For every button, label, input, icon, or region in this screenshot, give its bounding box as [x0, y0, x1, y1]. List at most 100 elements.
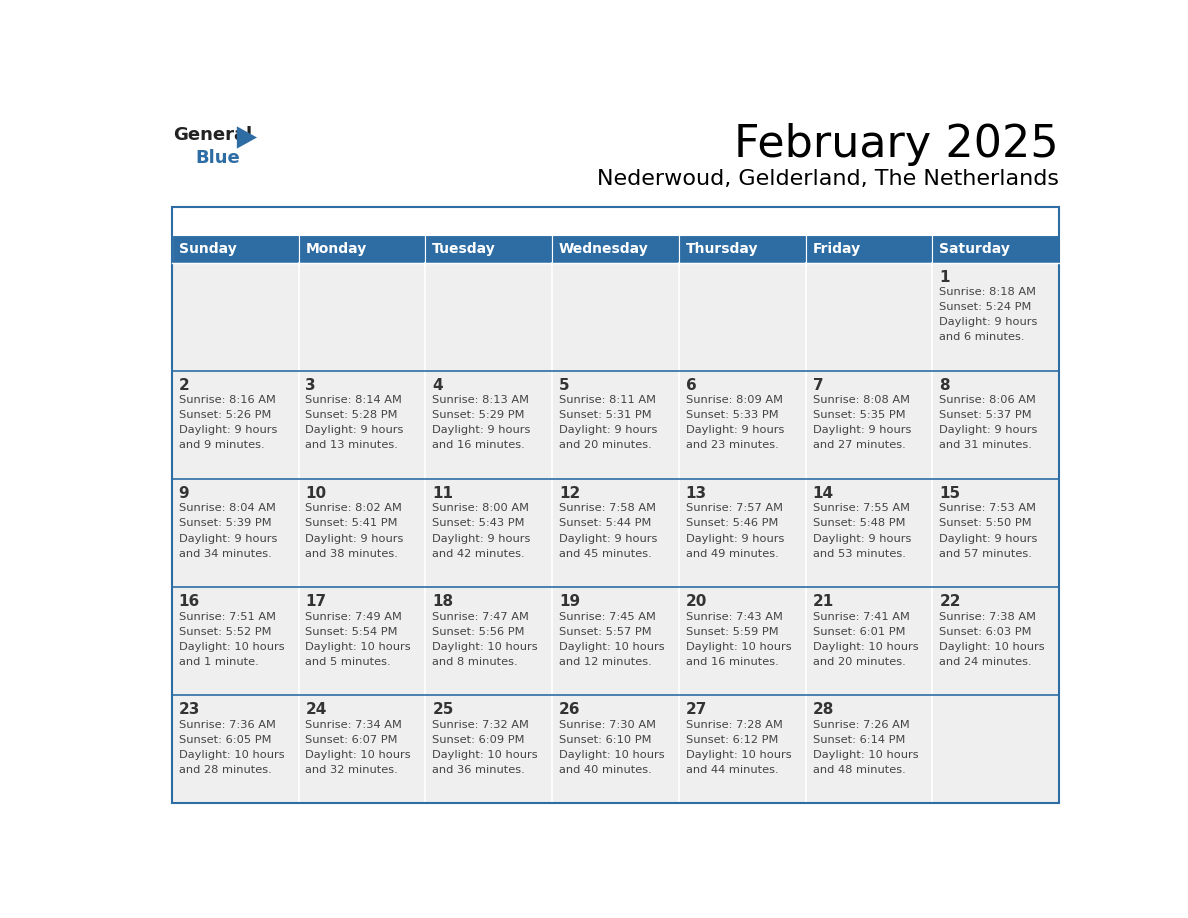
- Bar: [678, 695, 805, 803]
- Bar: [805, 587, 933, 695]
- Text: Daylight: 10 hours: Daylight: 10 hours: [432, 750, 538, 760]
- Text: and 36 minutes.: and 36 minutes.: [432, 765, 525, 775]
- Text: Sunset: 5:54 PM: Sunset: 5:54 PM: [305, 627, 398, 636]
- Text: Sunrise: 7:49 AM: Sunrise: 7:49 AM: [305, 611, 403, 621]
- Bar: [298, 235, 425, 263]
- Text: Daylight: 10 hours: Daylight: 10 hours: [432, 642, 538, 652]
- Bar: [552, 587, 678, 695]
- Text: Sunset: 5:44 PM: Sunset: 5:44 PM: [560, 519, 651, 529]
- Bar: [805, 263, 933, 371]
- Text: Sunrise: 7:38 AM: Sunrise: 7:38 AM: [940, 611, 1036, 621]
- Bar: [805, 479, 933, 587]
- Text: 10: 10: [305, 486, 327, 500]
- Bar: [933, 587, 1060, 695]
- Text: Daylight: 10 hours: Daylight: 10 hours: [305, 750, 411, 760]
- Bar: [678, 263, 805, 371]
- Text: Sunrise: 8:11 AM: Sunrise: 8:11 AM: [560, 396, 656, 406]
- Text: Sunrise: 7:53 AM: Sunrise: 7:53 AM: [940, 503, 1036, 513]
- Bar: [933, 479, 1060, 587]
- Text: Nederwoud, Gelderland, The Netherlands: Nederwoud, Gelderland, The Netherlands: [598, 170, 1060, 189]
- Text: Sunrise: 7:26 AM: Sunrise: 7:26 AM: [813, 720, 909, 730]
- Text: Daylight: 10 hours: Daylight: 10 hours: [813, 642, 918, 652]
- Bar: [298, 587, 425, 695]
- Text: and 53 minutes.: and 53 minutes.: [813, 549, 905, 558]
- Text: Sunset: 5:56 PM: Sunset: 5:56 PM: [432, 627, 525, 636]
- Text: Daylight: 9 hours: Daylight: 9 hours: [432, 425, 531, 435]
- Text: and 57 minutes.: and 57 minutes.: [940, 549, 1032, 558]
- Text: Sunset: 5:35 PM: Sunset: 5:35 PM: [813, 410, 905, 420]
- Bar: [298, 479, 425, 587]
- Text: Daylight: 10 hours: Daylight: 10 hours: [305, 642, 411, 652]
- Text: Sunset: 5:26 PM: Sunset: 5:26 PM: [178, 410, 271, 420]
- Text: and 1 minute.: and 1 minute.: [178, 656, 259, 666]
- Text: Daylight: 9 hours: Daylight: 9 hours: [560, 533, 657, 543]
- Text: Sunset: 6:07 PM: Sunset: 6:07 PM: [305, 734, 398, 744]
- Bar: [552, 263, 678, 371]
- Text: Blue: Blue: [195, 149, 240, 167]
- Text: and 16 minutes.: and 16 minutes.: [432, 441, 525, 451]
- Text: Daylight: 9 hours: Daylight: 9 hours: [685, 533, 784, 543]
- Text: Sunset: 5:52 PM: Sunset: 5:52 PM: [178, 627, 271, 636]
- Text: and 34 minutes.: and 34 minutes.: [178, 549, 272, 558]
- Text: Sunset: 5:46 PM: Sunset: 5:46 PM: [685, 519, 778, 529]
- Text: Sunrise: 8:02 AM: Sunrise: 8:02 AM: [305, 503, 403, 513]
- Text: Daylight: 10 hours: Daylight: 10 hours: [178, 750, 284, 760]
- Text: and 27 minutes.: and 27 minutes.: [813, 441, 905, 451]
- Text: Sunset: 6:14 PM: Sunset: 6:14 PM: [813, 734, 905, 744]
- Text: Sunset: 5:33 PM: Sunset: 5:33 PM: [685, 410, 778, 420]
- Bar: [678, 371, 805, 479]
- Text: Sunset: 5:43 PM: Sunset: 5:43 PM: [432, 519, 525, 529]
- Text: Tuesday: Tuesday: [432, 241, 497, 256]
- Text: 4: 4: [432, 377, 443, 393]
- Bar: [552, 371, 678, 479]
- Bar: [425, 587, 552, 695]
- Text: Daylight: 9 hours: Daylight: 9 hours: [940, 533, 1037, 543]
- Bar: [933, 263, 1060, 371]
- Text: Sunset: 5:39 PM: Sunset: 5:39 PM: [178, 519, 271, 529]
- Text: Sunset: 5:59 PM: Sunset: 5:59 PM: [685, 627, 778, 636]
- Text: 8: 8: [940, 377, 950, 393]
- Text: Sunset: 5:48 PM: Sunset: 5:48 PM: [813, 519, 905, 529]
- Bar: [172, 587, 298, 695]
- Text: Daylight: 10 hours: Daylight: 10 hours: [560, 750, 664, 760]
- Bar: [552, 479, 678, 587]
- Bar: [298, 263, 425, 371]
- Text: Daylight: 10 hours: Daylight: 10 hours: [560, 642, 664, 652]
- Text: Sunrise: 8:13 AM: Sunrise: 8:13 AM: [432, 396, 530, 406]
- Bar: [933, 695, 1060, 803]
- Bar: [425, 263, 552, 371]
- Text: Sunset: 5:57 PM: Sunset: 5:57 PM: [560, 627, 652, 636]
- Bar: [172, 371, 298, 479]
- Bar: [933, 371, 1060, 479]
- Text: Daylight: 9 hours: Daylight: 9 hours: [305, 425, 404, 435]
- Text: Thursday: Thursday: [685, 241, 758, 256]
- Text: Sunrise: 7:28 AM: Sunrise: 7:28 AM: [685, 720, 783, 730]
- Bar: [552, 235, 678, 263]
- Text: and 20 minutes.: and 20 minutes.: [560, 441, 652, 451]
- Text: 9: 9: [178, 486, 189, 500]
- Bar: [298, 695, 425, 803]
- Text: Sunset: 5:41 PM: Sunset: 5:41 PM: [305, 519, 398, 529]
- Text: Sunrise: 7:43 AM: Sunrise: 7:43 AM: [685, 611, 783, 621]
- Text: February 2025: February 2025: [734, 123, 1060, 166]
- Text: Sunrise: 8:09 AM: Sunrise: 8:09 AM: [685, 396, 783, 406]
- Bar: [425, 371, 552, 479]
- Text: Sunset: 5:29 PM: Sunset: 5:29 PM: [432, 410, 525, 420]
- Text: Sunday: Sunday: [178, 241, 236, 256]
- Bar: [425, 479, 552, 587]
- Text: Daylight: 9 hours: Daylight: 9 hours: [305, 533, 404, 543]
- Text: 26: 26: [560, 702, 581, 717]
- Text: and 31 minutes.: and 31 minutes.: [940, 441, 1032, 451]
- Bar: [172, 235, 298, 263]
- Text: Sunrise: 7:51 AM: Sunrise: 7:51 AM: [178, 611, 276, 621]
- Text: Sunset: 6:09 PM: Sunset: 6:09 PM: [432, 734, 525, 744]
- Text: Sunset: 6:05 PM: Sunset: 6:05 PM: [178, 734, 271, 744]
- Text: 13: 13: [685, 486, 707, 500]
- Text: Daylight: 9 hours: Daylight: 9 hours: [432, 533, 531, 543]
- Bar: [805, 235, 933, 263]
- Text: Sunrise: 7:41 AM: Sunrise: 7:41 AM: [813, 611, 910, 621]
- Text: and 20 minutes.: and 20 minutes.: [813, 656, 905, 666]
- Text: 20: 20: [685, 594, 707, 609]
- Text: 28: 28: [813, 702, 834, 717]
- Text: and 32 minutes.: and 32 minutes.: [305, 765, 398, 775]
